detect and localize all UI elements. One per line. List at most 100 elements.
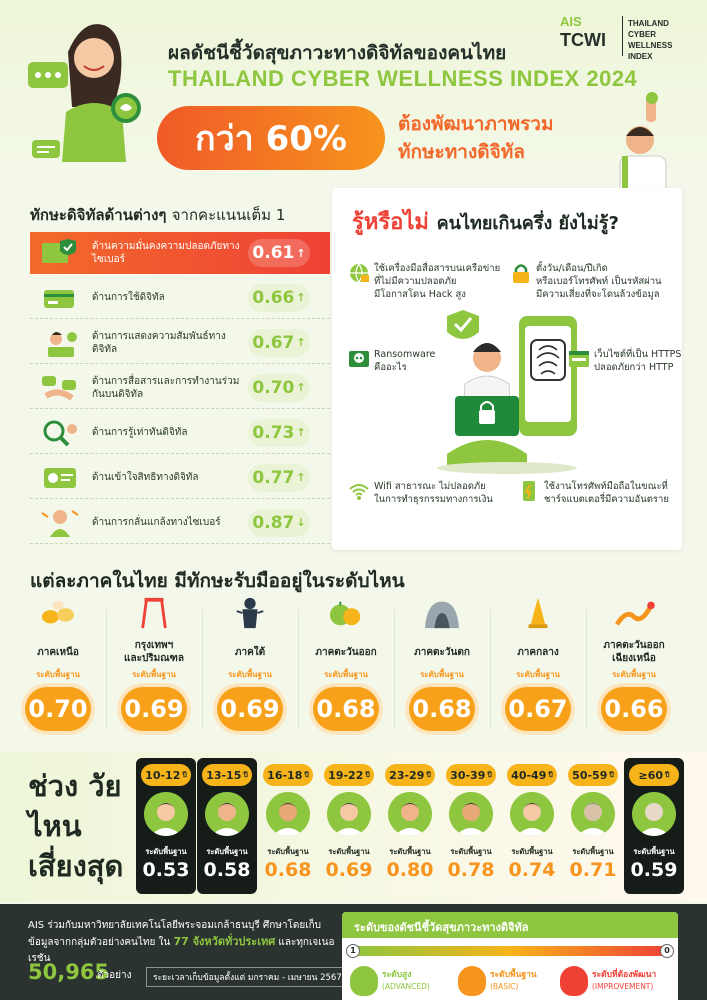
region-name: ภาคตะวันออก เฉียงเหนือ bbox=[603, 640, 665, 664]
level-legend: ระดับของดัชนีชี้วัดสุขภาวะทางดิจิทัล 1 0… bbox=[342, 912, 678, 1000]
legend-end-low: 0 bbox=[660, 944, 674, 958]
age-group-card: 13-15 ปี ระดับพื้นฐาน 0.58 bbox=[197, 758, 257, 894]
skill-score: 0.67 ↑ bbox=[248, 328, 310, 357]
age-group-card: 16-18 ปี ระดับพื้นฐาน 0.68 bbox=[258, 758, 318, 894]
age-unit: ปี bbox=[243, 770, 248, 779]
durian-icon bbox=[329, 601, 361, 626]
credit-card-icon bbox=[44, 289, 74, 308]
age-level: ระดับพื้นฐาน bbox=[328, 847, 370, 856]
skill-score: 0.87 ↓ bbox=[248, 508, 310, 537]
age-group-card: 10-12 ปี ระดับพื้นฐาน 0.53 bbox=[136, 758, 196, 894]
age-level: ระดับพื้นฐาน bbox=[389, 847, 431, 856]
region-level: ระดับพื้นฐาน bbox=[516, 670, 560, 679]
legend-label: ระดับสูง bbox=[382, 970, 412, 980]
age-range: 30-39 bbox=[450, 768, 486, 782]
skill-score: 0.77 ↑ bbox=[248, 463, 310, 492]
age-unit: ปี bbox=[304, 770, 309, 779]
legend-gradient-bar bbox=[352, 946, 668, 956]
skill-row: ด้านการใช้ดิจิทัล 0.66 ↑ bbox=[30, 277, 330, 319]
region-score: 0.68 bbox=[409, 687, 475, 731]
person-laptop-icon bbox=[48, 331, 77, 357]
avatar bbox=[144, 792, 188, 836]
region-item: ภาคเหนือ ระดับพื้นฐาน 0.70 bbox=[14, 596, 102, 746]
region-score: 0.69 bbox=[217, 687, 283, 731]
age-group-card: 23-29 ปี ระดับพื้นฐาน 0.80 bbox=[380, 758, 440, 894]
age-score: 0.69 bbox=[325, 859, 373, 881]
region-divider bbox=[106, 610, 107, 730]
region-level: ระดับพื้นฐาน bbox=[612, 670, 656, 679]
skill-score-value: 0.61 bbox=[252, 243, 295, 263]
wifi-icon bbox=[349, 484, 369, 500]
region-name: กรุงเทพฯ และปริมณฑล bbox=[124, 640, 184, 664]
region-divider bbox=[490, 610, 491, 730]
age-score: 0.74 bbox=[508, 859, 556, 881]
logo-ais-text: AIS bbox=[560, 14, 582, 29]
age-score: 0.71 bbox=[569, 859, 617, 881]
age-unit: ปี bbox=[426, 770, 431, 779]
did-you-know-tip-text: ใช้งานโทรศัพท์มือถือในขณะที่ ชาร์จแบตเตอ… bbox=[544, 481, 669, 505]
region-item: กรุงเทพฯ และปริมณฑล ระดับพื้นฐาน 0.69 bbox=[110, 596, 198, 746]
arrow-up-icon: ↑ bbox=[296, 426, 306, 439]
ais-tcwi-logo: AIS TCWI THAILAND CYBER WELLNESS INDEX bbox=[560, 14, 700, 61]
region-name: ภาคใต้ bbox=[234, 646, 266, 658]
age-section-title: ช่วง วัยไหน เสี่ยงสุด bbox=[28, 769, 124, 883]
age-level: ระดับพื้นฐาน bbox=[633, 847, 675, 856]
age-range-badge: 10-12 ปี bbox=[141, 764, 191, 786]
did-you-know-panel: รู้หรือไม่ คนไทยเกินครึ่ง ยังไม่รู้? ใช้… bbox=[332, 188, 682, 550]
age-unit: ปี bbox=[487, 770, 492, 779]
pagoda-icon bbox=[528, 597, 548, 629]
region-level: ระดับพื้นฐาน bbox=[420, 670, 464, 679]
age-group-card: 40-49 ปีระดับพื้นฐาน 0.74 bbox=[502, 758, 562, 894]
age-level: ระดับพื้นฐาน bbox=[511, 847, 553, 856]
legend-sublabel: (BASIC) bbox=[490, 982, 519, 991]
skill-row: ด้านการแสดงความสัมพันธ์ทางดิจิทัล 0.67 ↑ bbox=[30, 322, 330, 364]
age-range: 10-12 bbox=[145, 768, 181, 782]
skill-score-value: 0.70 bbox=[252, 377, 295, 398]
region-name: ภาคตะวันตก bbox=[414, 646, 470, 658]
skull-icon bbox=[349, 351, 369, 367]
lantern-icon bbox=[41, 600, 75, 624]
region-score: 0.67 bbox=[505, 687, 571, 731]
woman-with-phone-illustration bbox=[28, 24, 141, 162]
region-item: ภาคตะวันตกระดับพื้นฐาน 0.68 bbox=[398, 596, 486, 746]
age-unit: ปี bbox=[665, 770, 670, 779]
phone-charge-icon bbox=[523, 481, 535, 501]
skill-score: 0.73 ↑ bbox=[248, 418, 310, 447]
skill-score: 0.66 ↑ bbox=[248, 283, 310, 312]
arrow-up-icon: ↑ bbox=[296, 336, 306, 349]
age-range-badge: 40-49 ปี bbox=[507, 764, 557, 786]
man-thumbs-up-illustration bbox=[619, 92, 667, 192]
did-you-know-tip-text: Ransomware คืออะไร bbox=[374, 349, 436, 373]
age-score: 0.78 bbox=[447, 859, 495, 881]
did-you-know-tip: Wifi สาธารณะ ไม่ปลอดภัย ในการทำธุรกรรมทา… bbox=[348, 480, 493, 506]
padlock-icon bbox=[513, 264, 529, 283]
legend-label: ระดับพื้นฐาน bbox=[490, 970, 537, 980]
giant-swing-icon bbox=[141, 597, 167, 629]
age-range-badge: 30-39 ปี bbox=[446, 764, 496, 786]
headline-percent-pill: กว่า 60% bbox=[157, 106, 385, 170]
age-range-badge: 13-15 ปี bbox=[202, 764, 252, 786]
skills-title-bold: ทักษะดิจิทัลด้านต่างๆ bbox=[30, 206, 167, 224]
footer-provinces-highlight: 77 จังหวัดทั่วประเทศ bbox=[173, 935, 276, 948]
age-range-badge: 23-29 ปี bbox=[385, 764, 435, 786]
age-range-badge: 16-18 ปี bbox=[263, 764, 313, 786]
region-score: 0.66 bbox=[601, 687, 667, 731]
age-range: 23-29 bbox=[389, 768, 425, 782]
did-you-know-tip-text: ตั้งวัน/เดือน/ปีเกิด หรือเบอร์โทรศัพท์ เ… bbox=[536, 263, 662, 300]
skill-score-value: 0.87 bbox=[252, 512, 295, 533]
age-unit: ปี bbox=[182, 770, 187, 779]
age-unit: ปี bbox=[609, 770, 614, 779]
did-you-know-title-dark: คนไทยเกินครึ่ง ยังไม่รู้? bbox=[436, 213, 619, 234]
age-level: ระดับพื้นฐาน bbox=[267, 847, 309, 856]
region-level: ระดับพื้นฐาน bbox=[324, 670, 368, 679]
arrow-up-icon: ↑ bbox=[296, 381, 306, 394]
legend-end-high: 1 bbox=[346, 944, 360, 958]
avatar bbox=[327, 792, 371, 836]
legend-sublabel: (IMPROVEMENT) bbox=[592, 982, 654, 991]
cave-icon bbox=[425, 601, 459, 629]
region-score: 0.69 bbox=[121, 687, 187, 731]
region-item: ภาคตะวันออก เฉียงเหนือระดับพื้นฐาน 0.66 bbox=[590, 596, 678, 746]
did-you-know-tip-text: เว็บไซต์ที่เป็น HTTPS ปลอดภัยกว่า HTTP bbox=[594, 349, 682, 373]
person-with-laptop-and-phone-illustration bbox=[437, 310, 577, 474]
did-you-know-tip: ใช้เครื่องมือสื่อสารบนเครือข่าย ที่ไม่มี… bbox=[348, 262, 500, 301]
